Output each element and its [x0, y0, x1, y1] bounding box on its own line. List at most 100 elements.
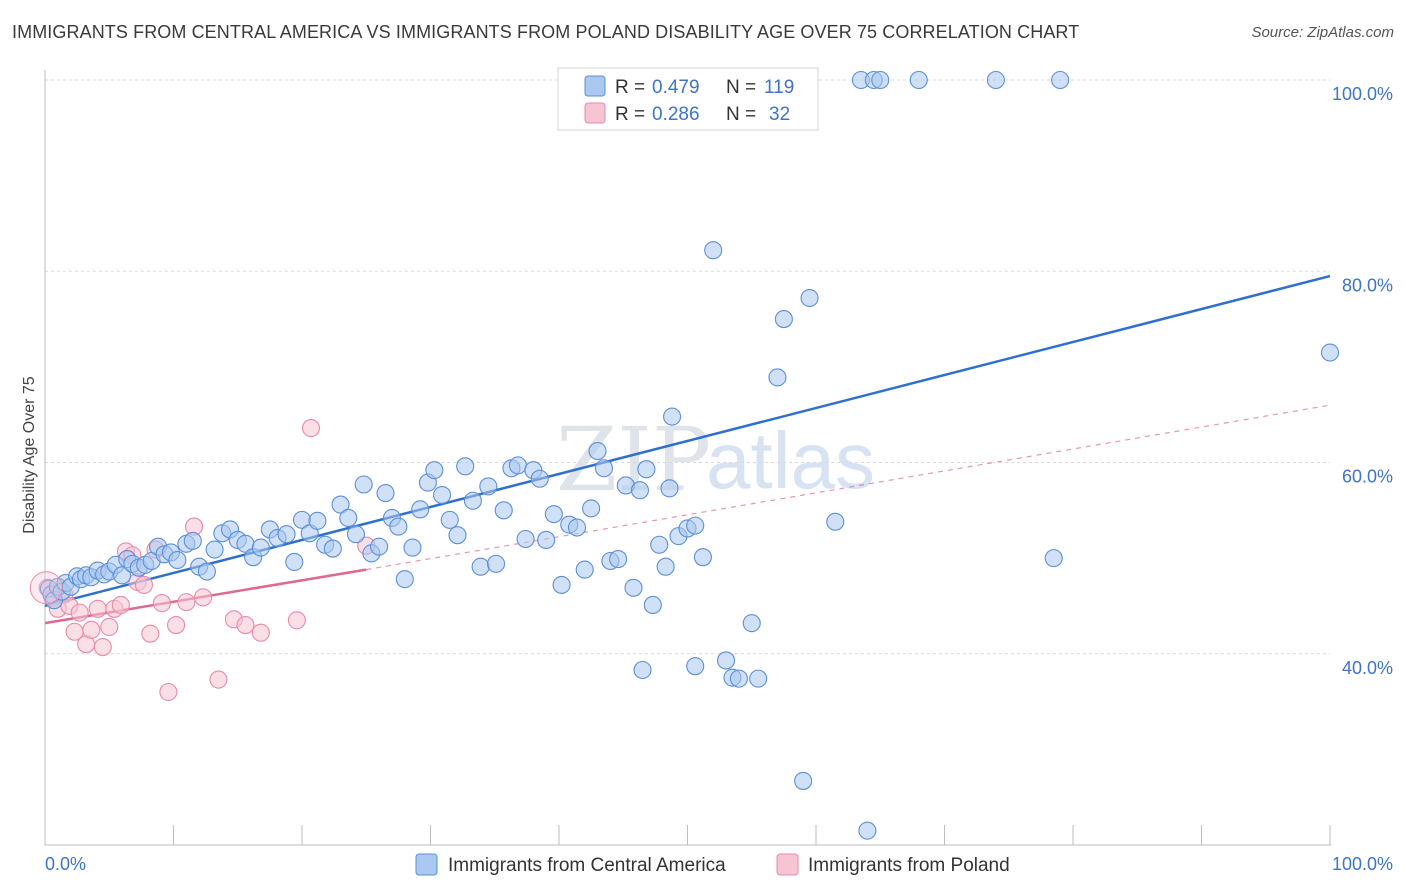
point-central-america-99 — [729, 669, 748, 688]
point-central-america-116 — [660, 479, 679, 498]
point-central-america-78 — [575, 560, 594, 579]
legend-swatch-poland — [584, 102, 606, 124]
point-central-america-75 — [552, 575, 571, 594]
point-central-america-67 — [494, 501, 513, 520]
legend-swatch-central-america — [584, 75, 606, 97]
series-legend: Immigrants from Central America Immigran… — [415, 853, 1010, 876]
bottom-legend-label-poland: Immigrants from Poland — [808, 855, 1010, 876]
point-poland-23 — [177, 593, 196, 612]
point-central-america-85 — [624, 578, 643, 597]
legend-n-value-1: 119 — [764, 77, 794, 98]
point-central-america-111 — [986, 70, 1005, 90]
point-central-america-70 — [516, 529, 535, 549]
bottom-legend-label-central-america: Immigrants from Central America — [448, 855, 726, 876]
legend-r-label-1: R = — [615, 77, 645, 98]
point-poland-20 — [152, 594, 171, 613]
point-central-america-86 — [630, 481, 650, 500]
point-central-america-60 — [440, 510, 459, 529]
point-central-america-72 — [530, 469, 549, 488]
point-poland-10 — [93, 638, 112, 657]
tick-labels: 40.0% 60.0% 80.0% 100.0% 0.0% 100.0% — [45, 84, 1393, 874]
point-central-america-118 — [858, 821, 877, 840]
point-central-america-105 — [800, 288, 819, 308]
legend-r-value-1: 0.479 — [652, 77, 700, 98]
point-central-america-50 — [370, 537, 389, 556]
point-poland-17 — [134, 575, 153, 594]
chart-title: IMMIGRANTS FROM CENTRAL AMERICA VS IMMIG… — [12, 22, 1080, 42]
point-central-america-113 — [1044, 549, 1063, 568]
point-central-america-115 — [633, 660, 652, 680]
y-tick-label-40: 40.0% — [1342, 658, 1393, 678]
point-poland-large — [29, 571, 63, 605]
point-central-america-77 — [567, 518, 587, 537]
data-points — [29, 70, 1340, 840]
gridlines — [45, 79, 1330, 655]
point-poland-11 — [100, 617, 119, 637]
y-tick-label-60: 60.0% — [1342, 467, 1393, 487]
point-central-america-61 — [448, 526, 467, 545]
point-poland-9 — [88, 599, 107, 618]
y-tick-label-100: 100.0% — [1332, 84, 1393, 104]
point-central-america-69 — [508, 456, 527, 475]
point-central-america-29 — [205, 540, 224, 559]
point-central-america-94 — [686, 516, 705, 535]
point-central-america-58 — [425, 461, 444, 480]
point-poland-25 — [194, 588, 213, 607]
point-central-america-88 — [643, 595, 662, 615]
correlation-legend: R = 0.479 N = 119 R = 0.286 N = 32 — [557, 67, 819, 131]
legend-r-label-2: R = — [615, 104, 645, 125]
point-central-america-47 — [346, 525, 366, 544]
point-poland-26 — [209, 670, 228, 689]
point-central-america-48 — [354, 475, 373, 494]
point-central-america-38 — [277, 525, 296, 544]
point-central-america-39 — [285, 552, 304, 572]
point-central-america-62 — [456, 457, 475, 476]
point-central-america-79 — [582, 499, 601, 518]
point-central-america-45 — [331, 495, 350, 514]
point-central-america-97 — [716, 651, 736, 670]
legend-n-label-1: N = — [726, 77, 756, 98]
point-central-america-89 — [650, 535, 669, 554]
point-central-america-106 — [826, 512, 845, 531]
point-central-america-35 — [251, 538, 270, 557]
point-central-america-74 — [544, 505, 563, 524]
point-central-america-42 — [308, 511, 327, 530]
bottom-legend-swatch-central-america — [415, 853, 438, 876]
x-tick-label-100: 100.0% — [1332, 854, 1393, 874]
point-central-america-15 — [113, 566, 132, 585]
point-central-america-114 — [1320, 343, 1340, 362]
point-central-america-83 — [609, 550, 628, 569]
legend-n-value-2: 32 — [769, 104, 790, 125]
axes — [44, 70, 1331, 846]
source-credit: Source: ZipAtlas.com — [1251, 24, 1394, 41]
point-poland-30 — [287, 611, 306, 630]
trend-line-central-america — [44, 274, 1331, 608]
point-central-america-51 — [376, 484, 395, 503]
point-poland-28 — [236, 616, 255, 635]
point-central-america-95 — [693, 548, 712, 567]
point-central-america-117 — [686, 657, 705, 676]
point-central-america-44 — [323, 539, 342, 558]
point-central-america-63 — [463, 491, 482, 510]
point-central-america-91 — [663, 407, 682, 426]
point-central-america-109 — [871, 70, 890, 90]
point-central-america-59 — [433, 485, 452, 505]
point-central-america-65 — [479, 477, 498, 496]
point-central-america-54 — [395, 570, 414, 589]
y-axis-label: Disability Age Over 75 — [21, 376, 38, 534]
point-poland-13 — [111, 595, 130, 615]
point-central-america-101 — [749, 669, 768, 688]
legend-r-value-2: 0.286 — [652, 104, 700, 125]
point-poland-31 — [301, 419, 321, 438]
point-central-america-28 — [197, 562, 216, 581]
x-tick-label-0: 0.0% — [45, 854, 86, 874]
point-central-america-112 — [1051, 70, 1070, 90]
point-central-america-102 — [768, 368, 787, 387]
point-central-america-100 — [742, 614, 761, 633]
point-central-america-104 — [794, 771, 813, 790]
point-central-america-73 — [537, 530, 556, 550]
watermark-atlas: atlas — [706, 416, 875, 505]
point-poland-6 — [70, 603, 89, 622]
point-central-america-96 — [704, 241, 723, 260]
bottom-legend-swatch-poland — [776, 853, 799, 876]
